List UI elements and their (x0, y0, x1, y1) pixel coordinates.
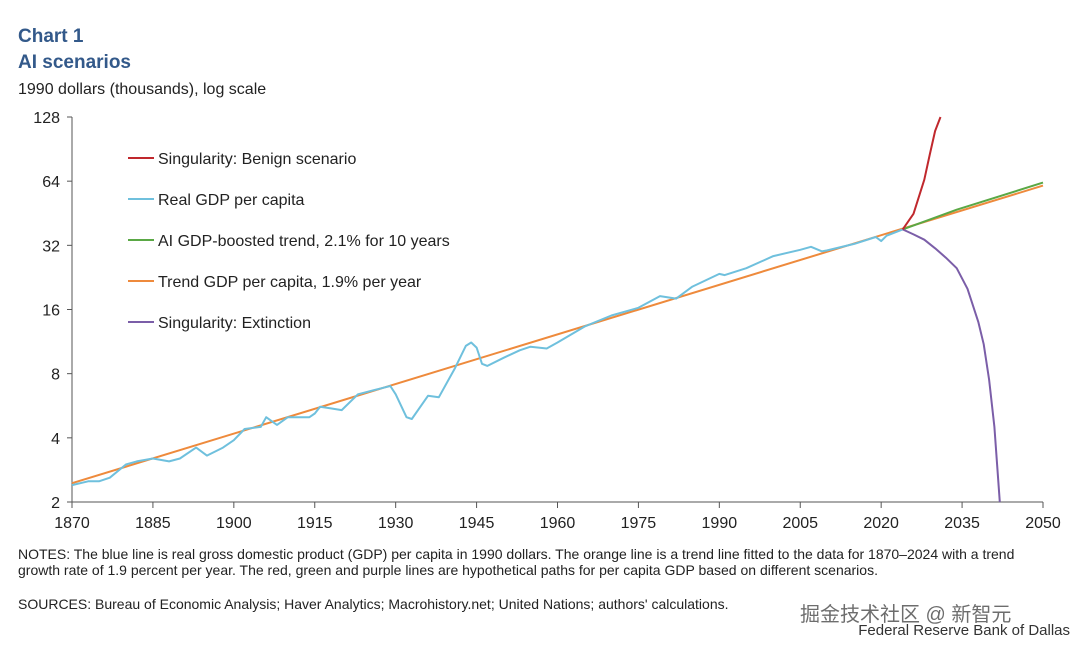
legend-label: AI GDP-boosted trend, 2.1% for 10 years (158, 233, 450, 250)
x-tick-label: 2050 (1025, 515, 1061, 532)
x-tick-label: 1975 (621, 515, 657, 532)
x-tick-label: 1945 (459, 515, 495, 532)
x-tick-label: 2020 (863, 515, 899, 532)
chart-notes: NOTES: The blue line is real gross domes… (18, 546, 1015, 578)
y-tick-label: 32 (42, 238, 60, 255)
x-tick-label: 1990 (702, 515, 738, 532)
watermark: 掘金技术社区 @ 新智元 (800, 604, 1012, 626)
x-tick-label: 1870 (54, 515, 90, 532)
series-line-3 (71, 184, 1044, 485)
y-tick-label: 8 (51, 367, 60, 384)
y-tick-label: 2 (51, 495, 60, 512)
legend-label: Singularity: Extinction (158, 315, 311, 332)
y-axis-unit-label: 1990 dollars (thousands), log scale (18, 81, 267, 98)
legend-label: Trend GDP per capita, 1.9% per year (158, 274, 422, 291)
x-tick-label: 1960 (540, 515, 576, 532)
series-line-4 (902, 228, 1001, 503)
legend-label: Real GDP per capita (158, 192, 305, 209)
x-tick-label: 1885 (135, 515, 171, 532)
y-tick-label: 4 (51, 431, 60, 448)
legend-label: Singularity: Benign scenario (158, 151, 356, 168)
x-tick-label: 2005 (782, 515, 818, 532)
series-line-0 (901, 116, 942, 230)
y-tick-label: 16 (42, 303, 60, 320)
credit: Federal Reserve Bank of Dallas (858, 622, 1070, 639)
y-tick-label: 128 (33, 110, 60, 127)
x-tick-label: 2035 (944, 515, 980, 532)
series-line-2 (902, 181, 1044, 231)
x-tick-label: 1930 (378, 515, 414, 532)
x-tick-label: 1900 (216, 515, 252, 532)
chart-number: Chart 1 (18, 26, 84, 47)
x-tick-label: 1915 (297, 515, 333, 532)
y-tick-label: 64 (42, 174, 60, 191)
chart-title: AI scenarios (18, 52, 131, 73)
series-line-1 (71, 228, 904, 487)
chart-sources: SOURCES: Bureau of Economic Analysis; Ha… (18, 596, 729, 612)
